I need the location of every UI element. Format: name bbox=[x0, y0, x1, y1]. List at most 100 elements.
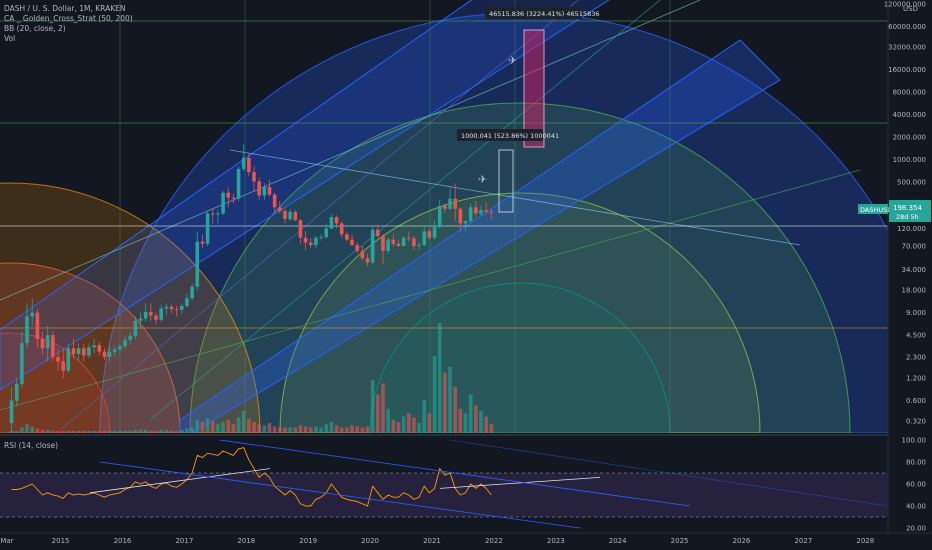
candle-body bbox=[14, 383, 19, 401]
volume-bar bbox=[143, 429, 148, 433]
volume-bar bbox=[293, 427, 298, 433]
volume-bar bbox=[412, 417, 416, 433]
volume-bar bbox=[45, 429, 50, 433]
candle-body bbox=[448, 198, 452, 209]
target2-label[interactable]: 46515.836 (3224.41%) 46515836 bbox=[489, 10, 600, 18]
rsi-legend[interactable]: RSI (14, close) bbox=[4, 441, 59, 450]
volume-bar bbox=[432, 356, 437, 433]
candle-body bbox=[200, 241, 205, 244]
candle-body bbox=[432, 227, 437, 238]
candle-body bbox=[9, 400, 14, 424]
rocket-icon-2: ✈ bbox=[508, 54, 517, 67]
candle-body bbox=[334, 217, 339, 224]
candle-body bbox=[112, 349, 117, 352]
price-tag-value: 198.354 bbox=[893, 204, 922, 212]
volume-bar bbox=[20, 427, 24, 433]
volume-bar bbox=[288, 427, 292, 433]
candle-body bbox=[138, 318, 143, 321]
candle-body bbox=[210, 213, 215, 215]
candle-body bbox=[128, 335, 133, 340]
volume-bar bbox=[396, 422, 401, 433]
fib-arc-orange bbox=[0, 182, 261, 433]
candle-body bbox=[87, 347, 91, 356]
candle-body bbox=[123, 339, 127, 347]
time-tick-label: 2021 bbox=[423, 537, 441, 545]
candle-body bbox=[45, 335, 50, 349]
candle-body bbox=[216, 213, 220, 215]
target2-box bbox=[485, 7, 582, 19]
time-tick-label: Mar bbox=[0, 537, 13, 545]
volume-bar bbox=[123, 430, 127, 433]
volume-bar bbox=[401, 416, 406, 433]
price-tick-label: 4.500 bbox=[906, 332, 926, 340]
time-tick-label: 2016 bbox=[114, 537, 132, 545]
symbol-tag bbox=[858, 204, 888, 214]
legend-symbol[interactable]: DASH / U. S. Dollar, 1M, KRAKEN bbox=[4, 4, 126, 13]
time-tick-label: 2020 bbox=[361, 537, 379, 545]
rsi-channel-line bbox=[449, 439, 888, 507]
volume-bar bbox=[221, 422, 225, 433]
volume-bar bbox=[406, 413, 411, 433]
candle-body bbox=[350, 239, 354, 246]
volume-bar bbox=[200, 422, 205, 433]
currency-label: USD bbox=[903, 5, 918, 13]
candle-body bbox=[149, 311, 153, 316]
candle-body bbox=[195, 241, 200, 287]
candle-body bbox=[133, 320, 138, 336]
candle-body bbox=[143, 311, 148, 319]
channel-upper bbox=[0, 0, 610, 391]
rsi-axis[interactable]: 100.00 80.00 60.00 40.00 20.00 bbox=[902, 437, 927, 533]
candle-body bbox=[468, 207, 473, 222]
target1-box bbox=[457, 129, 543, 141]
volume-bar bbox=[210, 420, 215, 433]
volume-bar bbox=[195, 419, 200, 433]
time-tick-label: 2019 bbox=[299, 537, 317, 545]
candle-body bbox=[159, 308, 163, 320]
price-tick-label: 0.320 bbox=[906, 418, 926, 426]
candle-body bbox=[308, 242, 313, 246]
volume-bar bbox=[417, 423, 421, 433]
candle-body bbox=[118, 346, 122, 350]
volume-bar bbox=[190, 427, 194, 433]
volume-bar bbox=[376, 394, 380, 433]
projection-annotations: 1000.041 (523.86%) 1000041 46515.836 (32… bbox=[457, 7, 600, 186]
candle-body bbox=[278, 207, 282, 212]
candle-body bbox=[345, 234, 349, 240]
rsi-tick-label: 40.00 bbox=[906, 503, 926, 511]
price-tick-label: 0.600 bbox=[906, 397, 926, 405]
candle-body bbox=[324, 228, 329, 238]
rsi-channel-line bbox=[99, 461, 581, 529]
volume-bar bbox=[339, 427, 344, 433]
volume-bar bbox=[262, 425, 267, 433]
candle-body bbox=[231, 197, 236, 199]
candle-body bbox=[401, 237, 406, 246]
candle-body bbox=[267, 186, 272, 195]
price-tick-label: 8000.000 bbox=[893, 88, 926, 96]
legend-indicator-bb[interactable]: BB (20, close, 2) bbox=[4, 24, 66, 33]
candle-body bbox=[376, 229, 380, 237]
target1-label[interactable]: 1000.041 (523.86%) 1000041 bbox=[461, 132, 559, 140]
candle-body bbox=[71, 348, 76, 355]
price-tick-label: 34.000 bbox=[902, 266, 927, 274]
volume-bar bbox=[133, 429, 138, 433]
price-tick-label: 1000.000 bbox=[893, 156, 926, 164]
price-tick-label: 1.200 bbox=[906, 375, 926, 383]
volume-layer bbox=[9, 323, 494, 433]
volume-bar bbox=[334, 425, 339, 433]
time-axis[interactable]: Mar 2015 2016 2017 2018 2019 2020 2021 2022 2023 2… bbox=[0, 537, 874, 545]
candle-body bbox=[474, 207, 478, 214]
chart-legend: DASH / U. S. Dollar, 1M, KRAKEN CA _ Gol… bbox=[4, 4, 133, 44]
volume-bar bbox=[76, 430, 81, 433]
volume-bar bbox=[71, 430, 76, 433]
candle-body bbox=[20, 343, 24, 384]
candle-body bbox=[396, 243, 401, 246]
legend-indicator-golden-cross[interactable]: CA _ Golden_Cross_Strat (50, 200) bbox=[4, 14, 133, 23]
price-axis[interactable]: 120000.000 60000.000 32000.000 16000.000 800… bbox=[884, 1, 926, 426]
volume-bar bbox=[138, 429, 143, 433]
time-tick-label: 2023 bbox=[547, 537, 565, 545]
candle-body bbox=[174, 309, 179, 311]
price-axis-background bbox=[888, 0, 932, 533]
volume-bar bbox=[308, 427, 313, 433]
legend-indicator-vol[interactable]: Vol bbox=[4, 34, 16, 43]
